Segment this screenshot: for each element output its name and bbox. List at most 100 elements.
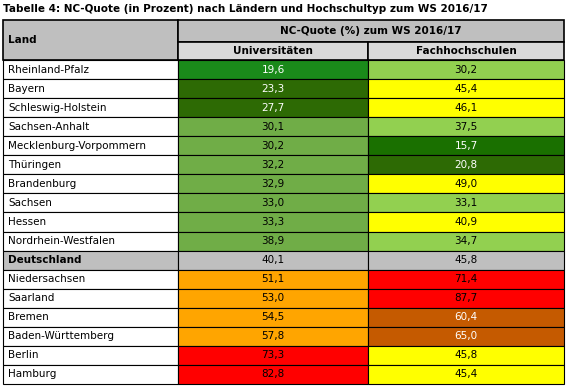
Text: Schleswig-Holstein: Schleswig-Holstein bbox=[8, 103, 107, 113]
Text: 30,2: 30,2 bbox=[261, 141, 285, 151]
Text: Fachhochschulen: Fachhochschulen bbox=[416, 46, 517, 56]
Text: Nordrhein-Westfalen: Nordrhein-Westfalen bbox=[8, 236, 115, 246]
Bar bbox=[3, 289, 178, 308]
Bar bbox=[368, 346, 564, 365]
Bar bbox=[3, 98, 178, 117]
Text: Mecklenburg-Vorpommern: Mecklenburg-Vorpommern bbox=[8, 141, 146, 151]
Bar bbox=[3, 365, 178, 384]
Bar bbox=[178, 232, 368, 251]
Text: 33,1: 33,1 bbox=[454, 198, 477, 208]
Text: 45,8: 45,8 bbox=[454, 350, 477, 360]
Text: 53,0: 53,0 bbox=[261, 293, 285, 303]
Bar bbox=[368, 193, 564, 213]
Text: 49,0: 49,0 bbox=[454, 179, 477, 189]
Bar bbox=[178, 308, 368, 327]
Text: 38,9: 38,9 bbox=[261, 236, 285, 246]
Bar bbox=[178, 346, 368, 365]
Bar bbox=[178, 136, 368, 155]
Text: 34,7: 34,7 bbox=[454, 236, 477, 246]
Text: Saarland: Saarland bbox=[8, 293, 54, 303]
Text: Thüringen: Thüringen bbox=[8, 160, 61, 170]
Text: Bremen: Bremen bbox=[8, 312, 49, 322]
Text: Baden-Württemberg: Baden-Württemberg bbox=[8, 331, 114, 341]
Text: NC-Quote (%) zum WS 2016/17: NC-Quote (%) zum WS 2016/17 bbox=[280, 26, 462, 36]
Text: 71,4: 71,4 bbox=[454, 274, 477, 284]
Text: 20,8: 20,8 bbox=[454, 160, 477, 170]
Text: 30,2: 30,2 bbox=[454, 64, 477, 74]
Bar bbox=[178, 60, 368, 79]
Bar bbox=[368, 365, 564, 384]
Text: 82,8: 82,8 bbox=[261, 369, 285, 379]
Bar bbox=[3, 117, 178, 136]
Bar bbox=[368, 117, 564, 136]
Text: Brandenburg: Brandenburg bbox=[8, 179, 76, 189]
Bar bbox=[178, 251, 368, 270]
Bar bbox=[3, 213, 178, 232]
Bar bbox=[3, 232, 178, 251]
Bar bbox=[178, 79, 368, 98]
Text: 30,1: 30,1 bbox=[261, 122, 285, 132]
Text: Universitäten: Universitäten bbox=[233, 46, 313, 56]
Text: Tabelle 4: NC-Quote (in Prozent) nach Ländern und Hochschultyp zum WS 2016/17: Tabelle 4: NC-Quote (in Prozent) nach Lä… bbox=[3, 4, 488, 14]
Text: Niedersachsen: Niedersachsen bbox=[8, 274, 85, 284]
Bar bbox=[3, 308, 178, 327]
Text: 60,4: 60,4 bbox=[454, 312, 477, 322]
Bar bbox=[368, 155, 564, 174]
Bar bbox=[368, 136, 564, 155]
Text: 54,5: 54,5 bbox=[261, 312, 285, 322]
Text: 32,2: 32,2 bbox=[261, 160, 285, 170]
Text: Berlin: Berlin bbox=[8, 350, 39, 360]
Bar bbox=[178, 270, 368, 289]
Text: 27,7: 27,7 bbox=[261, 103, 285, 113]
Text: 65,0: 65,0 bbox=[454, 331, 477, 341]
Bar bbox=[178, 42, 368, 60]
Bar bbox=[3, 346, 178, 365]
Text: 51,1: 51,1 bbox=[261, 274, 285, 284]
Bar bbox=[178, 193, 368, 213]
Text: 45,4: 45,4 bbox=[454, 369, 477, 379]
Bar bbox=[368, 174, 564, 193]
Bar bbox=[178, 155, 368, 174]
Text: Rheinland-Pfalz: Rheinland-Pfalz bbox=[8, 64, 89, 74]
Bar bbox=[3, 270, 178, 289]
Bar bbox=[3, 327, 178, 346]
Bar bbox=[3, 79, 178, 98]
Text: 45,8: 45,8 bbox=[454, 255, 477, 265]
Bar bbox=[178, 365, 368, 384]
Bar bbox=[3, 20, 178, 60]
Text: 40,9: 40,9 bbox=[454, 217, 477, 227]
Bar bbox=[368, 213, 564, 232]
Bar bbox=[368, 232, 564, 251]
Bar bbox=[178, 98, 368, 117]
Text: 15,7: 15,7 bbox=[454, 141, 477, 151]
Text: 33,0: 33,0 bbox=[261, 198, 285, 208]
Bar bbox=[178, 117, 368, 136]
Bar bbox=[368, 98, 564, 117]
Bar bbox=[368, 60, 564, 79]
Text: Hessen: Hessen bbox=[8, 217, 46, 227]
Bar bbox=[178, 174, 368, 193]
Text: 73,3: 73,3 bbox=[261, 350, 285, 360]
Text: 37,5: 37,5 bbox=[454, 122, 477, 132]
Text: 87,7: 87,7 bbox=[454, 293, 477, 303]
Text: 32,9: 32,9 bbox=[261, 179, 285, 189]
Bar bbox=[368, 289, 564, 308]
Bar bbox=[368, 79, 564, 98]
Bar bbox=[178, 327, 368, 346]
Text: Sachsen-Anhalt: Sachsen-Anhalt bbox=[8, 122, 89, 132]
Bar bbox=[368, 308, 564, 327]
Text: Sachsen: Sachsen bbox=[8, 198, 52, 208]
Bar bbox=[3, 155, 178, 174]
Bar bbox=[368, 327, 564, 346]
Bar bbox=[368, 251, 564, 270]
Text: Deutschland: Deutschland bbox=[8, 255, 82, 265]
Text: Bayern: Bayern bbox=[8, 83, 45, 94]
Bar bbox=[3, 60, 178, 79]
Bar bbox=[368, 270, 564, 289]
Bar bbox=[178, 20, 564, 42]
Bar bbox=[3, 174, 178, 193]
Text: 19,6: 19,6 bbox=[261, 64, 285, 74]
Bar bbox=[3, 193, 178, 213]
Text: 46,1: 46,1 bbox=[454, 103, 477, 113]
Text: 23,3: 23,3 bbox=[261, 83, 285, 94]
